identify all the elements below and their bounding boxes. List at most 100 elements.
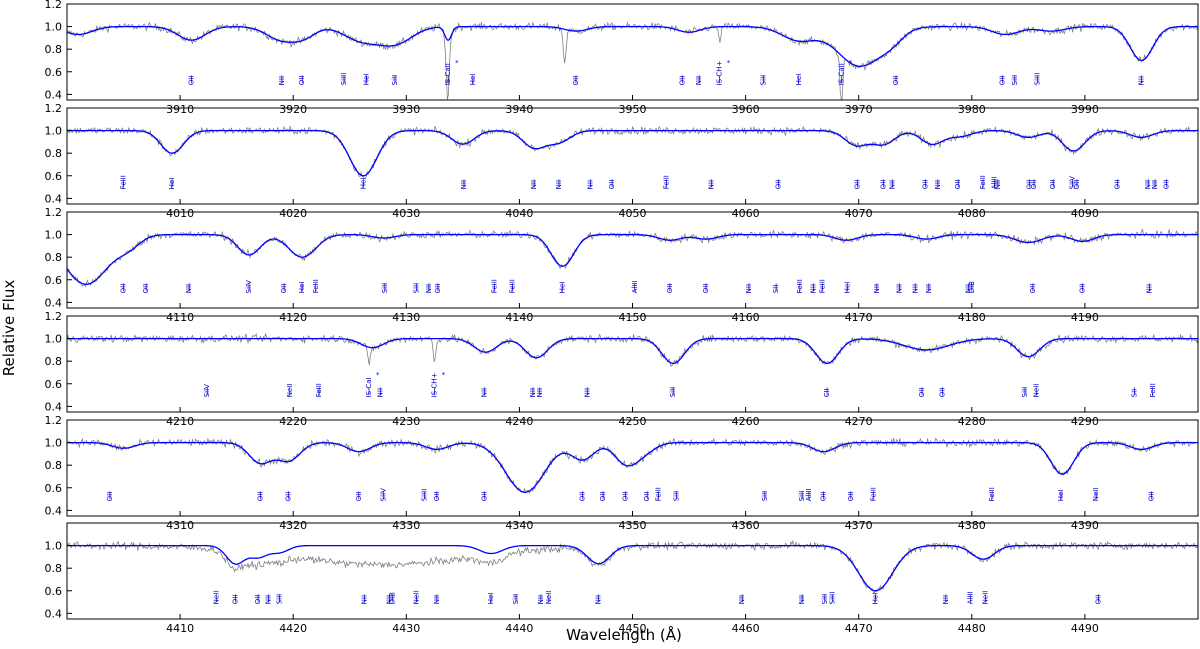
panels-group: 0.4 0.6 0.8 1.0 1.2 3910 3920 3930 3940 3950 3960 3… xyxy=(45,0,1199,635)
x-tick-label-1-3: 3940 xyxy=(505,103,533,116)
x-tick-label-6-1: 4420 xyxy=(279,622,307,635)
x-tick-label-3-0: 4110 xyxy=(166,311,194,324)
y-tick-label-1-3: 1.0 xyxy=(45,21,63,34)
x-tick-label-5-7: 4380 xyxy=(958,519,986,532)
y-tick-label-3-4: 1.2 xyxy=(45,206,63,219)
x-tick-label-4-6: 4270 xyxy=(845,415,873,428)
y-tick-label-3-2: 0.8 xyxy=(45,251,63,264)
x-tick-label-4-8: 4290 xyxy=(1071,415,1099,428)
line-id-label: IS CH+ xyxy=(716,60,724,85)
x-tick-label-5-0: 4310 xyxy=(166,519,194,532)
x-tick-label-1-8: 3990 xyxy=(1071,103,1099,116)
panel-6: 0.4 0.6 0.8 1.0 4410 4420 4430 4440 4450 4460 4470… xyxy=(45,522,1199,635)
x-tick-label-1-0: 3910 xyxy=(166,103,194,116)
x-tick-label-1-1: 3920 xyxy=(279,103,307,116)
x-tick-label-2-2: 4030 xyxy=(392,207,420,220)
x-tick-label-5-4: 4350 xyxy=(619,519,647,532)
x-tick-label-5-5: 4360 xyxy=(732,519,760,532)
line-id-label: IS CaII xyxy=(838,63,846,85)
x-tick-label-6-8: 4490 xyxy=(1071,622,1099,635)
x-tick-label-3-1: 4120 xyxy=(279,311,307,324)
x-tick-label-3-7: 4180 xyxy=(958,311,986,324)
y-tick-label-3-0: 0.4 xyxy=(45,296,63,309)
x-tick-label-6-4: 4450 xyxy=(619,622,647,635)
x-tick-label-2-5: 4060 xyxy=(732,207,760,220)
x-axis-title: Wavelength (Å) xyxy=(566,625,682,644)
x-tick-label-5-1: 4320 xyxy=(279,519,307,532)
x-tick-label-2-8: 4090 xyxy=(1071,207,1099,220)
y-tick-label-3-1: 0.6 xyxy=(45,274,63,287)
interstellar-star: * xyxy=(849,59,853,67)
x-tick-label-2-0: 4010 xyxy=(166,207,194,220)
y-tick-label-3-3: 1.0 xyxy=(45,229,63,242)
panel-frame-5 xyxy=(66,419,1199,517)
x-tick-label-3-2: 4130 xyxy=(392,311,420,324)
x-tick-label-1-2: 3930 xyxy=(392,103,420,116)
y-tick-label-5-0: 0.4 xyxy=(45,504,63,517)
x-tick-label-3-5: 4160 xyxy=(732,311,760,324)
interstellar-star: * xyxy=(727,59,731,67)
x-tick-label-2-4: 4050 xyxy=(619,207,647,220)
observed-spectrum-2 xyxy=(66,125,1199,180)
observed-spectrum-3 xyxy=(66,228,1199,288)
observed-spectrum-6 xyxy=(66,539,1199,594)
x-tick-label-4-5: 4260 xyxy=(732,415,760,428)
x-tick-label-2-3: 4040 xyxy=(505,207,533,220)
y-axis-title: Relative Flux xyxy=(0,280,18,377)
model-spectrum-1 xyxy=(66,25,1198,67)
x-tick-label-6-2: 4430 xyxy=(392,622,420,635)
x-tick-label-6-3: 4440 xyxy=(505,622,533,635)
panel-2: 0.4 0.6 0.8 1.0 1.2 4010 4020 4030 4040 4050 4060 4… xyxy=(45,102,1199,220)
interstellar-star: * xyxy=(442,371,446,379)
y-tick-label-6-2: 0.8 xyxy=(45,562,63,575)
x-tick-label-2-1: 4020 xyxy=(279,207,307,220)
y-tick-label-6-3: 1.0 xyxy=(45,540,63,553)
x-tick-label-6-6: 4470 xyxy=(845,622,873,635)
x-tick-label-2-6: 4070 xyxy=(845,207,873,220)
x-tick-label-5-2: 4330 xyxy=(392,519,420,532)
interstellar-star: * xyxy=(455,59,459,67)
y-tick-label-2-0: 0.4 xyxy=(45,192,63,205)
line-id-label: IS CH+ xyxy=(431,372,439,397)
model-spectrum-4 xyxy=(67,337,1198,365)
y-tick-label-6-0: 0.4 xyxy=(45,607,63,620)
y-tick-label-1-2: 0.8 xyxy=(45,43,63,56)
y-tick-label-4-0: 0.4 xyxy=(45,400,63,413)
x-tick-label-1-7: 3980 xyxy=(958,103,986,116)
x-tick-label-4-0: 4210 xyxy=(166,415,194,428)
x-tick-label-1-6: 3970 xyxy=(845,103,873,116)
y-tick-label-2-3: 1.0 xyxy=(45,125,63,138)
model-spectrum-3 xyxy=(66,233,1198,285)
x-tick-label-1-4: 3950 xyxy=(619,103,647,116)
model-spectrum-6 xyxy=(67,544,1198,592)
y-tick-label-4-1: 0.6 xyxy=(45,378,63,391)
x-tick-label-5-8: 4390 xyxy=(1071,519,1099,532)
x-tick-label-4-4: 4250 xyxy=(619,415,647,428)
y-tick-label-5-4: 1.2 xyxy=(45,414,63,427)
y-tick-label-5-1: 0.6 xyxy=(45,482,63,495)
y-tick-label-4-4: 1.2 xyxy=(45,310,63,323)
x-tick-label-3-3: 4140 xyxy=(505,311,533,324)
y-tick-label-5-2: 0.8 xyxy=(45,459,63,472)
panel-3: 0.4 0.6 0.8 1.0 1.2 4110 4120 4130 4140 4150 4160 4… xyxy=(45,206,1199,324)
x-tick-label-4-3: 4240 xyxy=(505,415,533,428)
x-tick-label-3-6: 4170 xyxy=(845,311,873,324)
model-spectrum-2 xyxy=(67,129,1198,177)
y-tick-label-2-4: 1.2 xyxy=(45,102,63,115)
y-tick-label-5-3: 1.0 xyxy=(45,437,63,450)
y-tick-label-1-1: 0.6 xyxy=(45,66,63,79)
x-tick-label-3-4: 4150 xyxy=(619,311,647,324)
x-tick-label-5-6: 4370 xyxy=(845,519,873,532)
y-tick-label-2-1: 0.6 xyxy=(45,170,63,183)
x-tick-label-2-7: 4080 xyxy=(958,207,986,220)
y-tick-label-4-2: 0.8 xyxy=(45,355,63,368)
y-tick-label-1-4: 1.2 xyxy=(45,0,63,11)
x-tick-label-4-1: 4220 xyxy=(279,415,307,428)
x-tick-label-3-8: 4190 xyxy=(1071,311,1099,324)
x-tick-label-6-7: 4480 xyxy=(958,622,986,635)
x-tick-label-6-0: 4410 xyxy=(166,622,194,635)
x-tick-label-4-2: 4230 xyxy=(392,415,420,428)
line-id-label: IS CaII xyxy=(444,63,452,85)
panel-frame-1 xyxy=(66,3,1199,101)
